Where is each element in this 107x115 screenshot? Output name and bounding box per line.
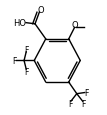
Text: HO: HO (14, 18, 27, 27)
Text: F: F (25, 46, 29, 55)
Text: O: O (37, 6, 44, 15)
Text: F: F (85, 88, 89, 97)
Text: O: O (71, 21, 78, 30)
Text: F: F (25, 67, 29, 76)
Text: F: F (81, 99, 85, 108)
Text: F: F (68, 99, 73, 108)
Text: F: F (12, 56, 16, 65)
